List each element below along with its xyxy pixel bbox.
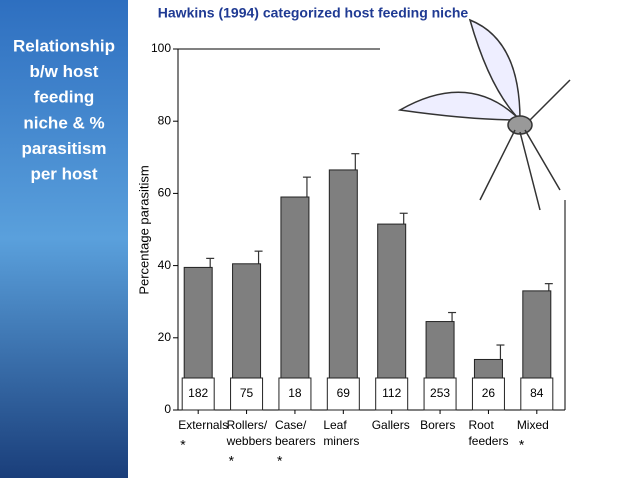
bar	[280, 196, 310, 411]
sample-size: 182	[188, 386, 208, 400]
note-marker: *	[180, 437, 186, 453]
y-tick-label: 60	[158, 186, 172, 200]
sample-box	[278, 377, 312, 411]
sidebar-line: Relationship	[13, 36, 115, 55]
y-tick-label: 0	[164, 402, 171, 416]
x-tick-label: Rollers/webbers	[226, 418, 272, 448]
sample-size: 75	[240, 386, 254, 400]
x-tick-label: Borers	[420, 418, 455, 432]
sample-size: 84	[530, 386, 544, 400]
x-tick-label: Gallers	[372, 418, 410, 432]
note-marker: *	[229, 453, 235, 469]
y-tick-label: 80	[158, 113, 172, 127]
wasp-sketch	[397, 18, 571, 211]
sidebar-line: niche & %	[23, 113, 104, 132]
sample-size: 18	[288, 386, 302, 400]
sample-size: 69	[337, 386, 351, 400]
y-axis-label: Percentage parasitism	[136, 165, 151, 294]
sidebar-line: per host	[30, 164, 97, 183]
x-tick-label: Case/bearers	[275, 418, 316, 448]
sidebar-line: feeding	[34, 88, 94, 107]
y-tick-label: 100	[151, 41, 171, 55]
sidebar-line: b/w host	[30, 62, 99, 81]
sidebar-text: Relationship b/w host feeding niche & % para…	[13, 36, 115, 183]
x-tick-label: Leaf miners	[323, 418, 359, 448]
y-tick-label: 40	[158, 258, 172, 272]
x-tick-label: Root feeders	[468, 418, 508, 448]
x-tick-label: Mixed	[517, 418, 549, 432]
sample-size: 26	[482, 386, 496, 400]
sidebar-line: parasitism	[21, 139, 106, 158]
x-tick-label: Externals	[178, 418, 228, 432]
y-tick-label: 20	[158, 330, 172, 344]
sample-box	[471, 377, 505, 411]
chart-title: Hawkins (1994) categorized host feeding …	[158, 5, 469, 21]
sample-size: 253	[430, 386, 450, 400]
sample-box	[375, 377, 409, 411]
note-marker: *	[277, 453, 283, 469]
sidebar-panel	[0, 0, 128, 478]
sample-size: 112	[382, 386, 401, 400]
bar	[328, 169, 358, 411]
note-marker: *	[519, 437, 525, 453]
